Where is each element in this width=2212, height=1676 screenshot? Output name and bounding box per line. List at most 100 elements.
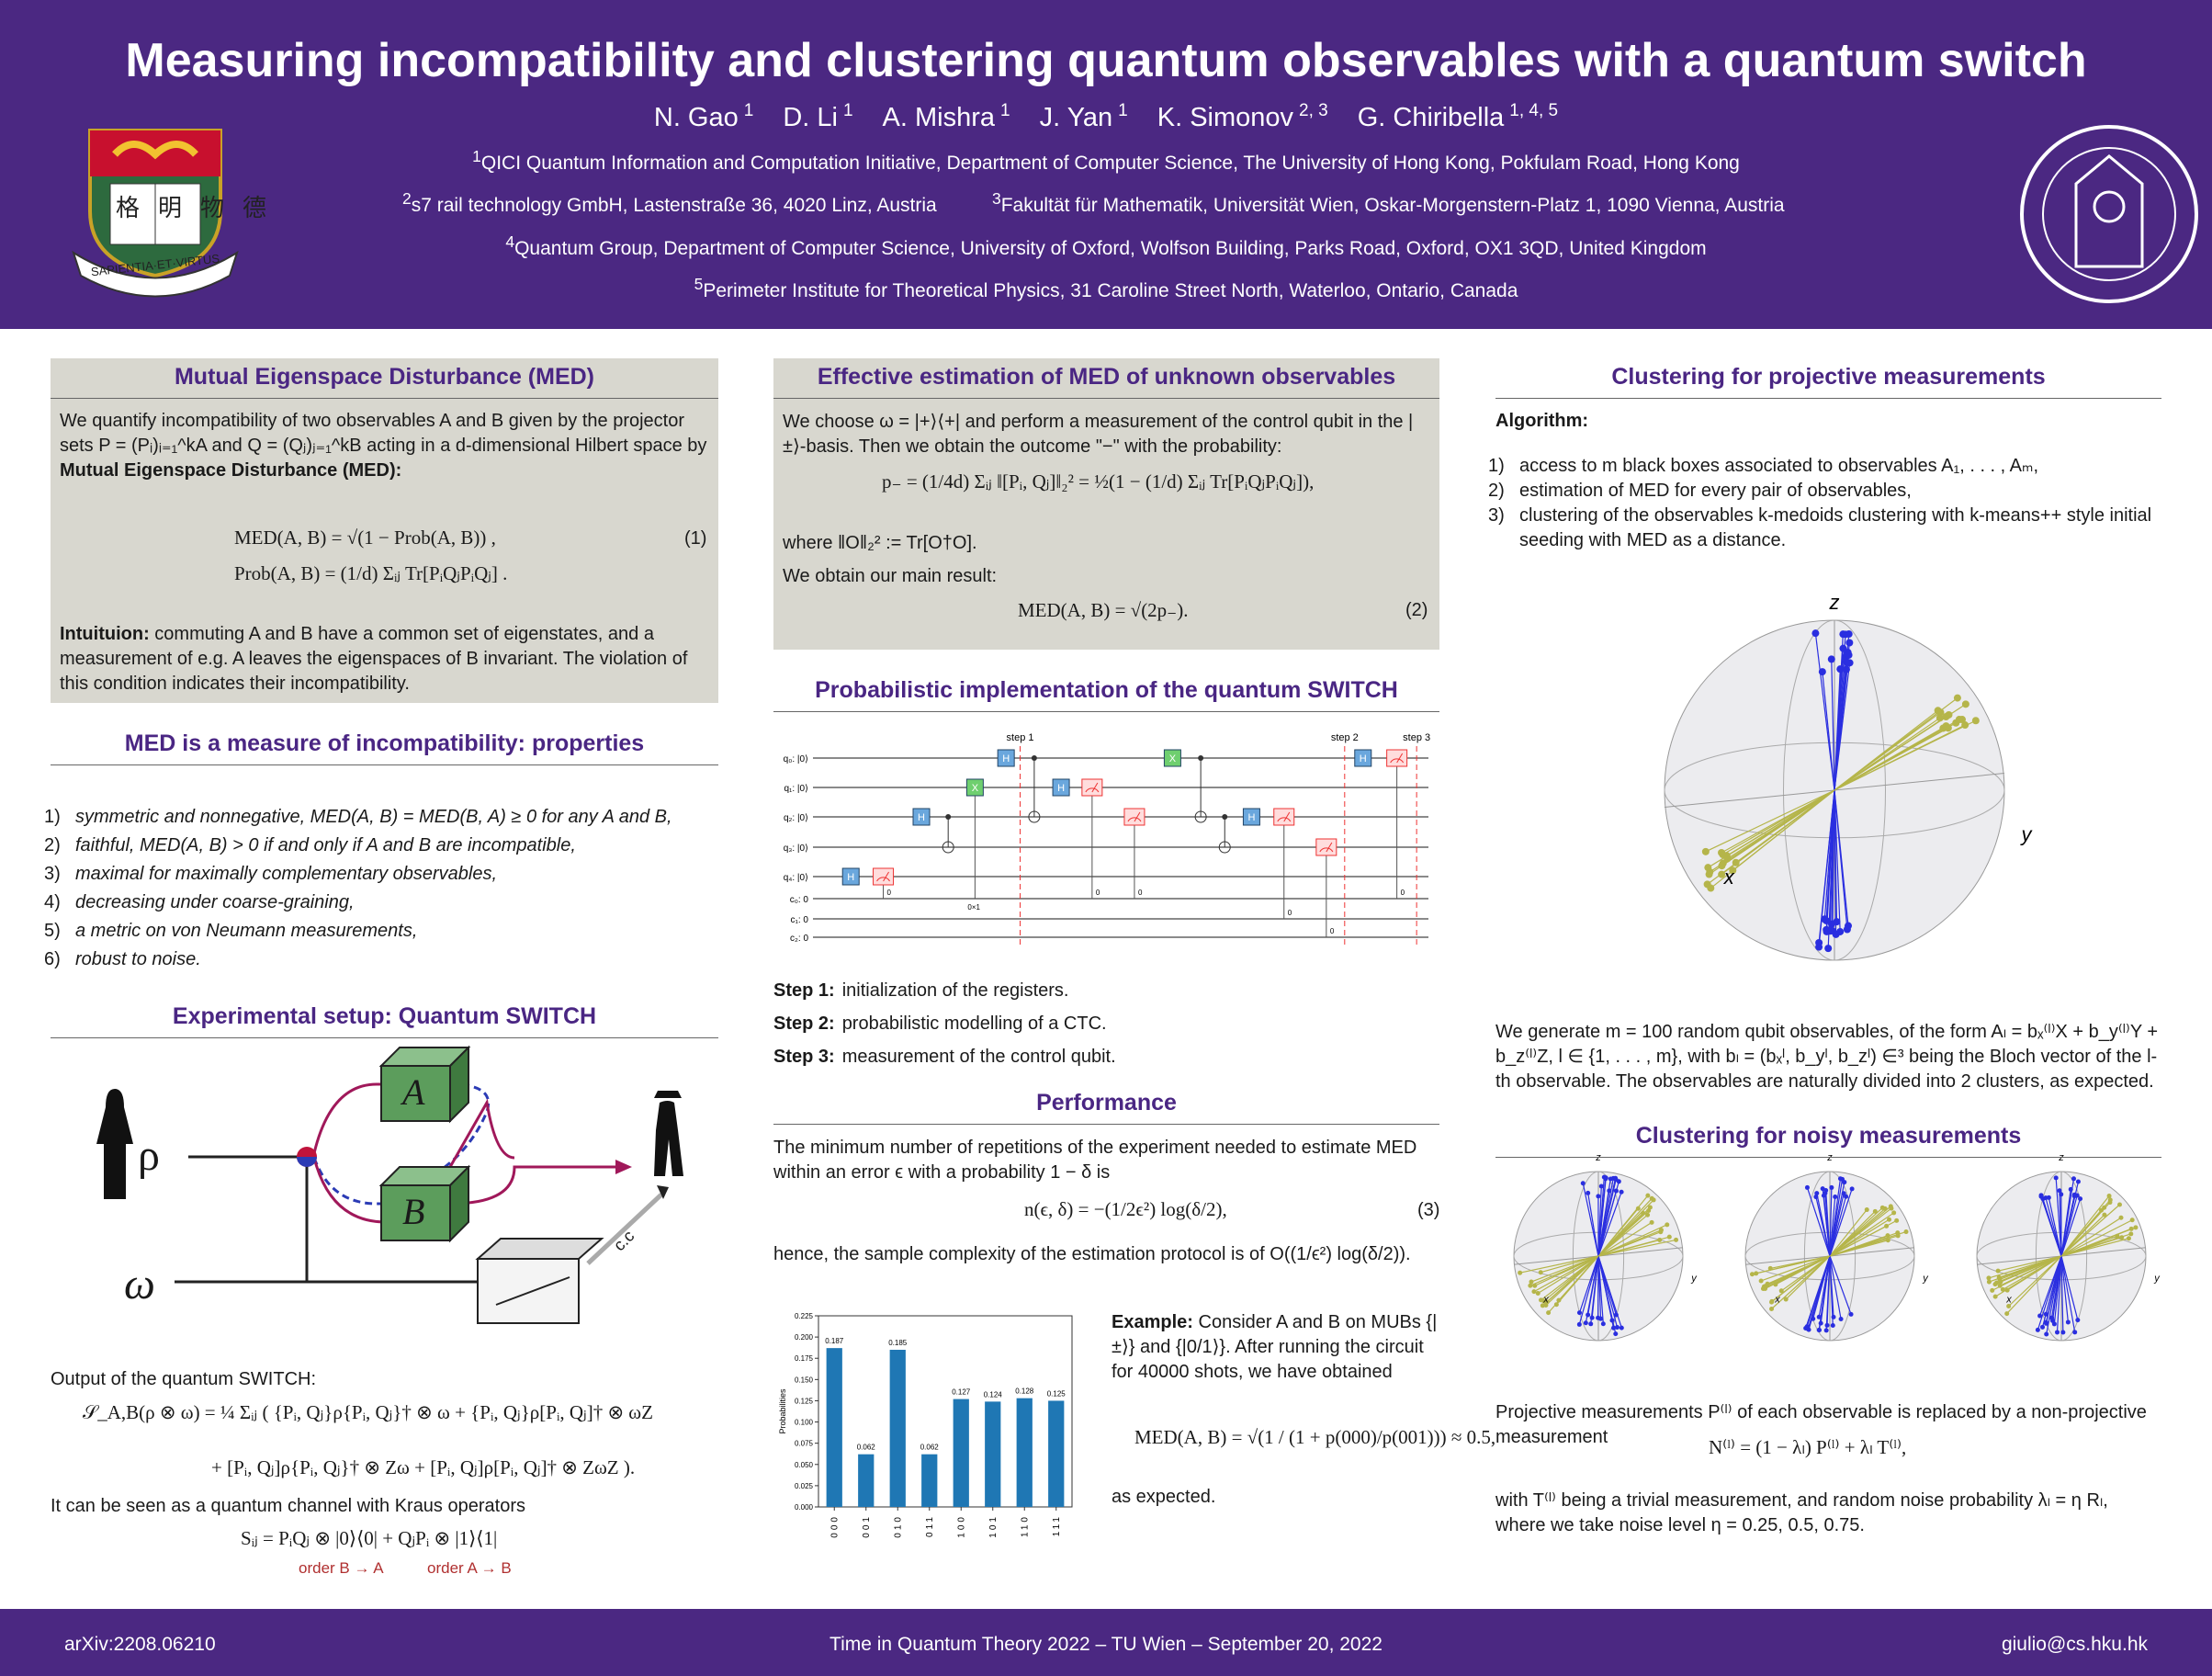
- arrow-head: [1619, 1189, 1624, 1195]
- target: [1194, 810, 1207, 823]
- gate: [841, 867, 860, 886]
- register-label: q₄: |0⟩: [784, 873, 808, 883]
- arrow-head: [1754, 1271, 1759, 1276]
- arrow-head: [1543, 1303, 1549, 1308]
- list: 1) symmetric and nonnegative, MED(A, B) =…: [44, 803, 724, 974]
- arrow-head: [1546, 1310, 1552, 1316]
- paragraph: with T⁽ˡ⁾ being a trivial measurement, a…: [1495, 1490, 2108, 1535]
- axis-label: x: [2005, 1295, 2012, 1306]
- decoration: [112, 141, 198, 160]
- y-tick-label: 0.025: [795, 1482, 814, 1490]
- arrow-head: [1843, 925, 1851, 934]
- arrow-head: [1613, 1312, 1619, 1318]
- item-num: 5): [44, 921, 61, 941]
- bloch-vector: [1597, 1224, 1668, 1257]
- decoration: [312, 1157, 386, 1206]
- list-item: 2) faithful, MED(A, B) > 0 if and only if…: [44, 832, 724, 860]
- measure: [1273, 808, 1295, 826]
- arrow-head: [1674, 1237, 1679, 1242]
- arrow-head: [1535, 1290, 1540, 1296]
- bloch-vector: [1597, 1207, 1639, 1257]
- arrow-head: [1645, 1212, 1651, 1217]
- author-name: J. Yan: [1039, 102, 1113, 132]
- bar: [985, 1401, 1001, 1507]
- section-title: Clustering for projective measurements: [1495, 364, 2161, 399]
- text: Example:: [1112, 1312, 1193, 1332]
- item-text: faithful, MED(A, B) > 0 if and only if A…: [75, 835, 576, 855]
- diagram-label: A: [402, 1071, 425, 1113]
- arrow-head: [1823, 925, 1831, 934]
- arrow-head: [1895, 1230, 1901, 1236]
- bloch-vector: [2060, 1195, 2078, 1257]
- arrow-head: [1836, 665, 1845, 674]
- arrow-head: [1613, 1331, 1619, 1337]
- arrow-head: [2078, 1196, 2083, 1202]
- bloch-vector: [1530, 1255, 1599, 1283]
- bloch-vector: [1822, 672, 1835, 791]
- value-label: 0.125: [1047, 1389, 1066, 1398]
- arrow-head: [2037, 1313, 2043, 1319]
- bloch-vector: [1829, 1255, 1842, 1319]
- header-band: [0, 0, 2212, 329]
- bloch-vector: [1829, 1218, 1890, 1257]
- gate: [997, 749, 1015, 767]
- bloch-vector: [2060, 1255, 2076, 1332]
- item-text: robust to noise.: [75, 949, 201, 969]
- decoration: [380, 1065, 451, 1122]
- arrow-head: [1518, 1270, 1523, 1275]
- plot-frame: [818, 1315, 1073, 1508]
- gate: [1242, 808, 1260, 826]
- arrow-head: [1986, 1279, 1992, 1285]
- decoration: [2093, 190, 2126, 223]
- decoration: [477, 1258, 580, 1324]
- value-label: 0.185: [888, 1339, 908, 1347]
- measure: [873, 867, 895, 886]
- arrow-head: [1763, 1285, 1768, 1291]
- bloch-vector: [1829, 1187, 1833, 1257]
- paragraph: hence, the sample complexity of the esti…: [773, 1244, 1411, 1264]
- bloch-vector: [1834, 662, 1851, 791]
- bloch-vector: [1834, 725, 1947, 791]
- arrow-head: [1888, 1204, 1893, 1209]
- arrow-head: [1529, 1279, 1534, 1285]
- bloch-vector: [1597, 1255, 1617, 1316]
- x-tick-label: 100: [956, 1514, 966, 1538]
- author-name: A. Mishra: [882, 102, 996, 132]
- arrow-head: [2075, 1318, 2081, 1323]
- arrow-head: [1824, 945, 1833, 953]
- arrow-head: [1995, 1268, 2001, 1274]
- arrow-head: [1658, 1229, 1664, 1235]
- arrow-head: [1842, 658, 1850, 666]
- author: N. Gao 1: [654, 101, 753, 132]
- bloch-vector: [1816, 1193, 1831, 1257]
- arrow-head: [2072, 1330, 2078, 1335]
- footer-band: [0, 1609, 2212, 1676]
- x-tick-label: 101: [988, 1514, 999, 1538]
- arrow-head: [2043, 1195, 2048, 1201]
- step-note: Step 1: initialization of the registers.: [773, 974, 1439, 1007]
- aff-text: s7 rail technology GmbH, Lastenstraße 36…: [411, 195, 937, 216]
- author-name: G. Chiribella: [1357, 102, 1505, 132]
- target: [942, 841, 954, 854]
- arrow-head: [2099, 1207, 2105, 1213]
- arrow-head: [1830, 1323, 1835, 1329]
- arrow-head: [1849, 1186, 1855, 1192]
- x-tick-label: 011: [925, 1514, 935, 1537]
- arrow-head: [2075, 1179, 2081, 1184]
- bloch-vector: [2059, 1190, 2062, 1257]
- bloch-vector: [1785, 1255, 1831, 1300]
- arrow-head: [1531, 1289, 1537, 1295]
- equation-number: (2): [1405, 600, 1428, 620]
- register-label: q₃: |0⟩: [784, 844, 808, 854]
- paragraph: It can be seen as a quantum channel with…: [51, 1496, 525, 1516]
- axis-label: y: [2020, 823, 2034, 846]
- section-title: Mutual Eigenspace Disturbance (MED): [51, 364, 718, 399]
- bloch-vector: [2060, 1217, 2122, 1257]
- arrow-head: [1532, 1283, 1538, 1288]
- equation: 𝒮_A,B(ρ ⊗ ω) = ¼ Σᵢⱼ ( {Pᵢ, Qⱼ}ρ{Pᵢ, Qⱼ}…: [83, 1401, 653, 1423]
- bloch-vector: [1829, 1188, 1853, 1257]
- arrow-head: [1611, 1325, 1617, 1331]
- equation-number: (3): [1417, 1200, 1440, 1220]
- footer-center: Time in Quantum Theory 2022 – TU Wien – …: [830, 1634, 1382, 1655]
- list-item: 1) access to m black boxes associated to …: [1488, 454, 2163, 479]
